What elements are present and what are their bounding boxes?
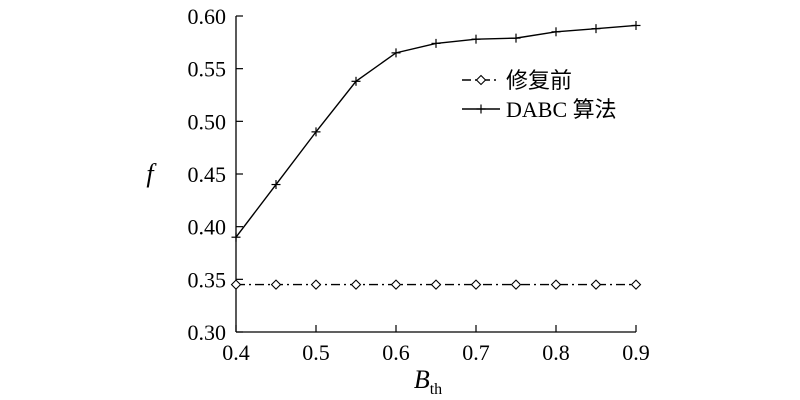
x-tick-label: 0.8 [542, 340, 570, 365]
data-point [311, 127, 321, 137]
data-point [431, 38, 441, 48]
data-point [471, 34, 481, 44]
chart-ticks: 0.4 0.5 0.6 0.7 0.8 0.9 0.30 0.35 0.40 0.45 0.50 0.… [188, 4, 650, 365]
data-point [271, 180, 281, 190]
data-point [551, 27, 561, 37]
chart-legend: 修复前 DABC 算法 [462, 68, 617, 122]
series-0 [230, 279, 642, 290]
data-point [430, 279, 442, 290]
y-tick-label: 0.30 [188, 320, 227, 345]
data-point [350, 279, 362, 290]
data-point [550, 279, 562, 290]
x-axis-label-main: B [414, 365, 430, 394]
data-point [631, 20, 641, 30]
series-line [235, 24, 637, 238]
legend-label: 修复前 [506, 68, 572, 93]
y-tick-label: 0.60 [188, 4, 227, 29]
x-tick-label: 0.4 [222, 340, 250, 365]
x-axis-label-subscript: th [430, 381, 442, 398]
x-tick-label: 0.7 [462, 340, 490, 365]
y-tick-label: 0.35 [188, 267, 227, 292]
data-point [630, 279, 642, 290]
y-axis-label: f [146, 159, 157, 188]
chart-series [230, 20, 642, 290]
x-tick-label: 0.5 [302, 340, 330, 365]
x-axis-label: Bth [414, 365, 442, 398]
data-point [475, 74, 487, 86]
y-tick-label: 0.55 [188, 57, 227, 82]
data-point [231, 232, 241, 242]
data-point [310, 279, 322, 290]
legend-item-1: DABC 算法 [462, 97, 617, 122]
data-point [591, 24, 601, 34]
data-point [391, 48, 401, 58]
data-point [270, 279, 282, 290]
data-point [476, 104, 486, 114]
legend-item-0: 修复前 [462, 68, 572, 93]
x-tick-label: 0.9 [622, 340, 650, 365]
y-tick-label: 0.50 [188, 109, 227, 134]
data-point [351, 76, 361, 86]
data-point [590, 279, 602, 290]
x-tick-label: 0.6 [382, 340, 410, 365]
data-point [511, 33, 521, 43]
legend-label: DABC 算法 [506, 97, 617, 122]
data-point [510, 279, 522, 290]
y-tick-label: 0.45 [188, 162, 227, 187]
data-point [470, 279, 482, 290]
y-tick-label: 0.40 [188, 215, 227, 240]
data-point [390, 279, 402, 290]
data-point [230, 279, 242, 290]
series-1 [231, 20, 641, 242]
